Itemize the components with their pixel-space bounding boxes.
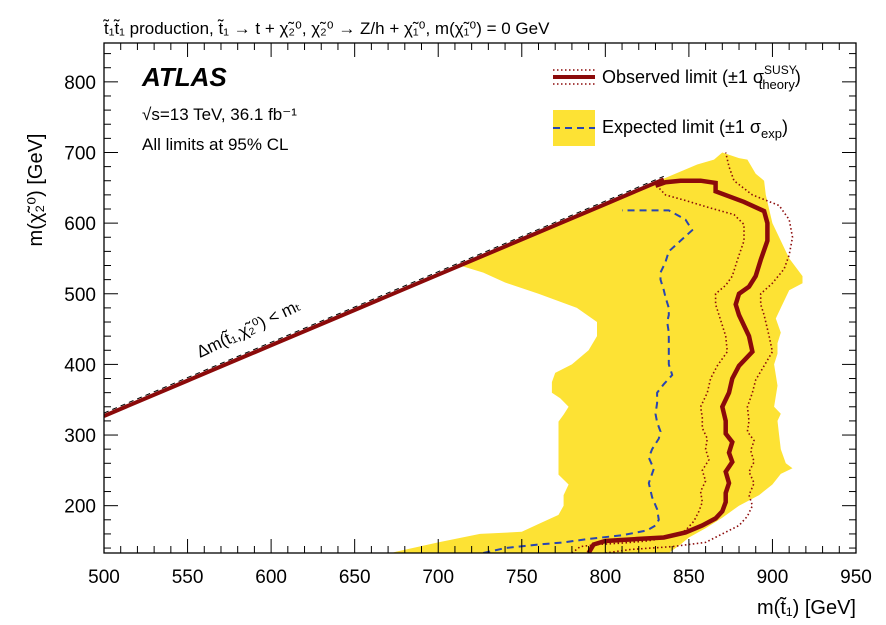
x-tick-label: 850 [673, 567, 705, 588]
legend-expected-sub: exp [761, 126, 782, 141]
expected-limit-line [483, 209, 694, 553]
legend-observed-sup: SUSY [764, 63, 797, 77]
x-tick-label: 500 [88, 567, 120, 588]
experiment-label: ATLAS [141, 62, 227, 92]
y-tick-label: 400 [64, 355, 96, 376]
x-tick-label: 900 [757, 567, 789, 588]
x-tick-label: 800 [589, 567, 621, 588]
x-axis-title: m(t̃₁) [GeV] [757, 596, 856, 619]
x-tick-label: 700 [422, 567, 454, 588]
legend-expected-label: Expected limit (±1 σ [602, 117, 761, 137]
cl-note: All limits at 95% CL [142, 135, 288, 154]
y-tick-label: 300 [64, 426, 96, 447]
y-tick-label: 200 [64, 497, 96, 518]
x-tick-label: 750 [506, 567, 538, 588]
y-axis-title: m(χ̃₂⁰) [GeV] [25, 134, 47, 247]
y-tick-label: 600 [64, 214, 96, 235]
legend-entry-expected: Expected limit (±1 σexp) [553, 110, 788, 146]
legend-observed-sub: theory [759, 77, 796, 92]
chart-title: t̃₁t̃₁ production, t̃₁ → t + χ̃₂⁰, χ̃₂⁰ … [102, 19, 550, 38]
kinematic-boundary-dashed [104, 175, 664, 414]
plot-area [104, 152, 803, 553]
y-tick-label: 500 [64, 285, 96, 306]
x-tick-label: 600 [255, 567, 287, 588]
legend-observed-label: Observed limit (±1 σ [602, 67, 764, 87]
y-tick-label: 800 [64, 73, 96, 94]
x-tick-label: 650 [339, 567, 371, 588]
expected-band-area [391, 152, 803, 553]
svg-text:Expected limit (±1 σexp): Expected limit (±1 σexp) [602, 117, 788, 141]
plot-frame [103, 42, 857, 554]
legend: Observed limit (±1 σSUSY theory) Expected… [553, 63, 801, 146]
axes: 500 550 600 650 700 750 800 850 900 950 200 300 400 5… [64, 43, 872, 588]
observed-limit-line [586, 178, 770, 553]
x-tick-label: 950 [840, 567, 872, 588]
x-tick-label: 550 [172, 567, 204, 588]
kinematic-boundary-line [104, 177, 665, 418]
legend-entry-observed: Observed limit (±1 σSUSY theory) [553, 63, 801, 92]
energy-luminosity-label: √s=13 TeV, 36.1 fb⁻¹ [142, 105, 297, 124]
y-tick-label: 700 [64, 143, 96, 164]
